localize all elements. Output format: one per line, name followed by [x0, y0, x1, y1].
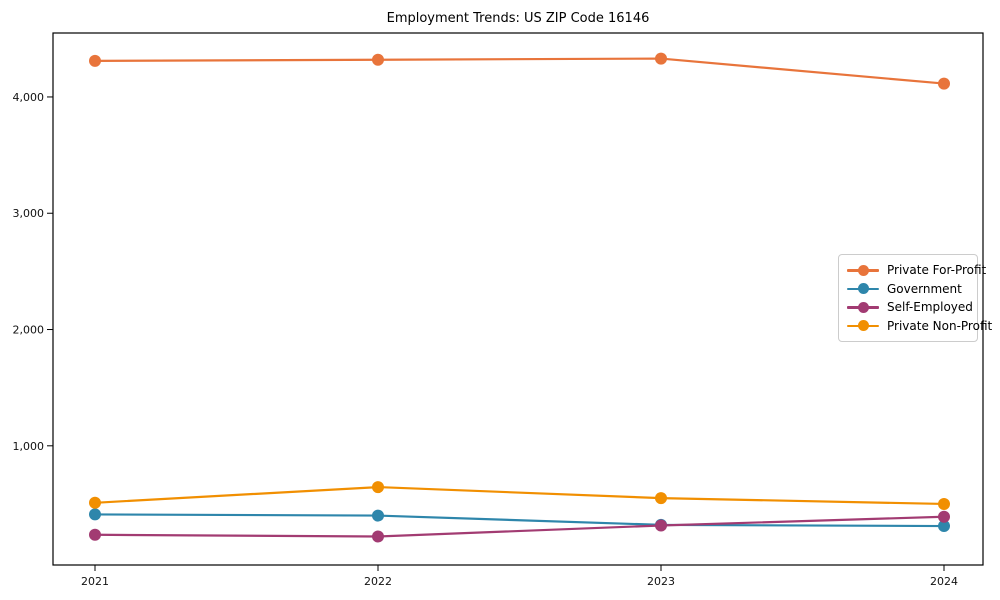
point-private-for-profit: [372, 53, 384, 66]
point-private-non-profit: [372, 481, 384, 494]
legend-line-dot-icon: [847, 283, 879, 295]
point-government: [938, 520, 950, 533]
point-private-for-profit: [89, 54, 101, 67]
x-tick-label: 2024: [930, 575, 958, 588]
x-tick-label: 2023: [647, 575, 675, 588]
y-tick-label: 4,000: [13, 91, 45, 104]
legend-line-dot-icon: [847, 301, 879, 313]
legend-line-dot-icon: [847, 264, 879, 276]
legend: Private For-Profit Government Self-Employe…: [838, 254, 992, 342]
legend-item-self-employed: Self-Employed: [847, 298, 973, 316]
y-tick-label: 3,000: [13, 207, 45, 220]
y-tick-label: 1,000: [13, 440, 45, 453]
chart-title: Employment Trends: US ZIP Code 16146: [386, 11, 650, 26]
point-private-for-profit: [938, 77, 950, 90]
legend-label: Private For-Profit: [887, 263, 987, 278]
point-government: [372, 509, 384, 522]
x-tick-label: 2022: [364, 575, 392, 588]
point-self-employed: [655, 519, 667, 532]
legend-item-government: Government: [847, 280, 969, 298]
point-private-for-profit: [655, 52, 667, 65]
legend-label: Self-Employed: [887, 300, 973, 315]
legend-line-dot-icon: [847, 320, 879, 332]
point-government: [89, 508, 101, 521]
line-private-for-profit: [94, 57, 945, 85]
x-tick-label: 2021: [81, 575, 109, 588]
point-self-employed: [372, 530, 384, 543]
plot-border: [52, 32, 984, 566]
point-private-non-profit: [89, 496, 101, 509]
legend-item-private-for-profit: Private For-Profit: [847, 261, 986, 279]
point-private-non-profit: [655, 492, 667, 505]
legend-item-private-non-profit: Private Non-Profit: [847, 317, 992, 335]
point-self-employed: [89, 528, 101, 541]
line-private-non-profit: [94, 485, 945, 506]
line-government: [94, 513, 945, 528]
legend-label: Government: [887, 281, 962, 296]
legend-label: Private Non-Profit: [887, 318, 993, 333]
y-tick-label: 2,000: [13, 324, 45, 337]
point-self-employed: [938, 510, 950, 523]
point-private-non-profit: [938, 497, 950, 510]
line-self-employed: [94, 515, 945, 538]
